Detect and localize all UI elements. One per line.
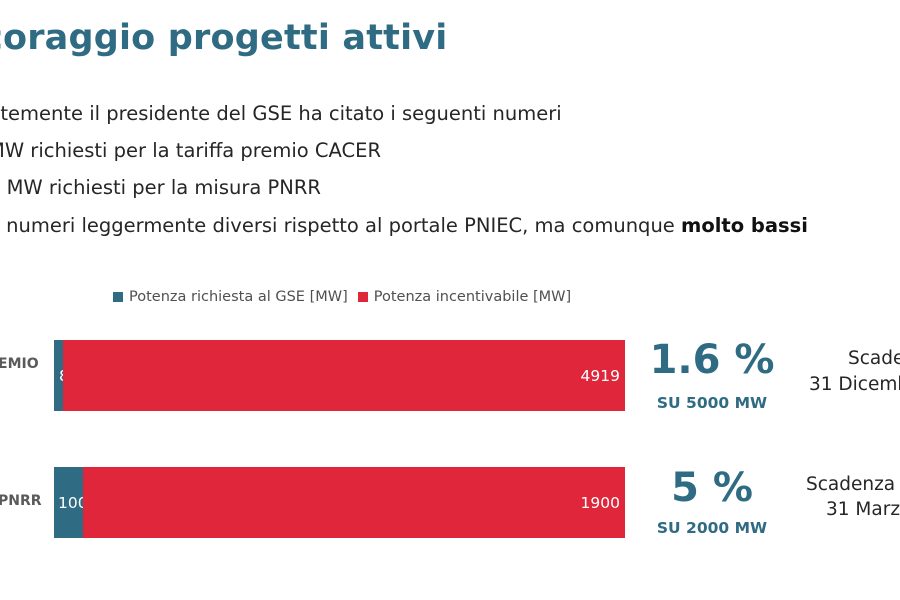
deadline-line-2a: Scadenza: [806, 474, 896, 495]
data-label-incentivable-1: 4919: [580, 366, 620, 385]
data-label-requested-2: 100: [58, 493, 88, 512]
bullet-line-4-bold: molto bassi: [681, 214, 808, 237]
bullet-line-2: MW richiesti per la tariffa premio CACER: [0, 139, 382, 162]
deadline-line-1b: 31 Dicemb: [809, 374, 900, 395]
bullet-line-1: ntemente il presidente del GSE ha citato…: [0, 102, 562, 125]
legend-swatch-incentivable: [357, 292, 368, 302]
bar-segment-requested-2: 100: [54, 467, 88, 538]
percent-stat-1: 1.6 %: [649, 337, 775, 383]
bar-segment-requested-1: 81: [54, 340, 79, 411]
slide-title: coraggio progetti attivi: [0, 18, 448, 58]
bar-row-1: 81 4919: [54, 340, 625, 411]
percent-subtitle-1: SU 5000 MW: [656, 394, 768, 412]
deadline-line-1a: Scade: [848, 348, 900, 369]
category-label-2: PNRR: [0, 493, 42, 509]
bullet-line-3: 0 MW richiesti per la misura PNRR: [0, 176, 321, 199]
percent-subtitle-2: SU 2000 MW: [656, 519, 768, 537]
legend-label-requested: Potenza richiesta al GSE [MW]: [129, 289, 348, 305]
percent-stat-2: 5 %: [671, 465, 753, 511]
bullet-line-4-text: o numeri leggermente diversi rispetto al…: [0, 214, 681, 237]
legend-swatch-requested: [113, 292, 123, 302]
bar-segment-incentivable-1: 4919: [63, 340, 625, 411]
bullet-line-4: o numeri leggermente diversi rispetto al…: [0, 214, 808, 237]
bar-segment-incentivable-2: 1900: [82, 467, 625, 538]
data-label-incentivable-2: 1900: [580, 493, 620, 512]
legend-item-requested: Potenza richiesta al GSE [MW]: [113, 289, 348, 305]
deadline-line-2b: 31 Marz: [826, 499, 900, 520]
bar-row-2: 100 1900: [54, 467, 625, 538]
legend-item-incentivable: Potenza incentivabile [MW]: [357, 289, 572, 305]
chart-legend: Potenza richiesta al GSE [MW] Potenza in…: [113, 289, 581, 305]
legend-label-incentivable: Potenza incentivabile [MW]: [373, 289, 572, 305]
category-label-1: EMIO: [0, 356, 39, 372]
